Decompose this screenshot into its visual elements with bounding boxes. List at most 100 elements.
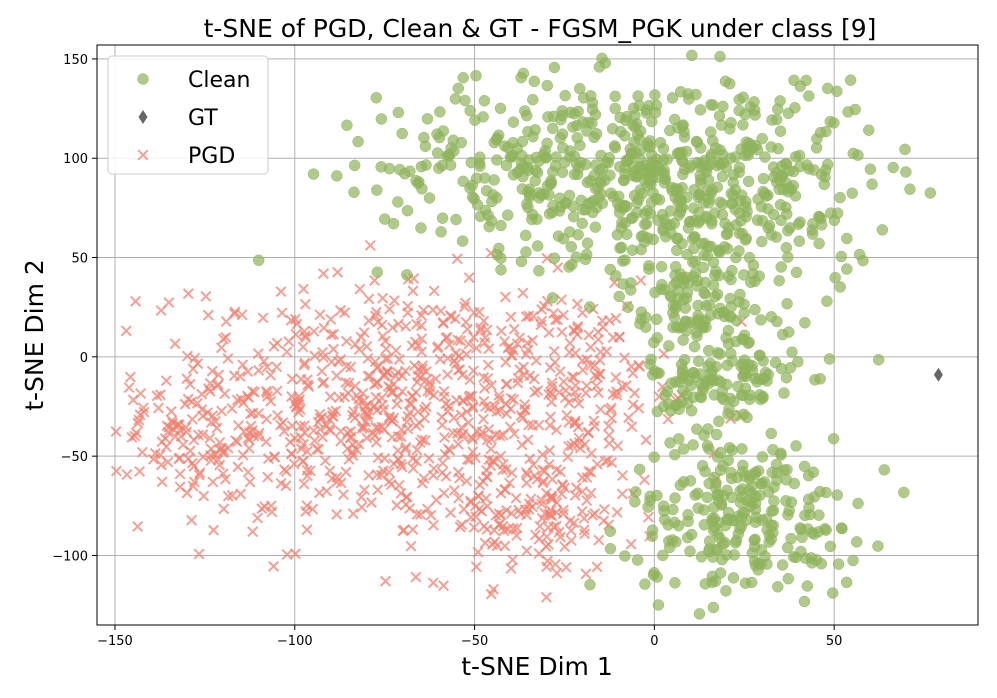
clean-point bbox=[813, 237, 825, 250]
clean-point bbox=[685, 528, 698, 541]
legend-box bbox=[107, 55, 269, 175]
clean-point bbox=[637, 229, 649, 242]
clean-point bbox=[876, 224, 889, 236]
clean-point bbox=[580, 248, 593, 261]
pgd-point bbox=[517, 287, 529, 299]
pgd-point bbox=[294, 394, 306, 406]
pgd-point bbox=[152, 402, 164, 414]
clean-point bbox=[727, 176, 739, 189]
pgd-point bbox=[354, 283, 366, 295]
pgd-point bbox=[453, 492, 465, 504]
clean-point bbox=[678, 125, 690, 138]
pgd-point bbox=[536, 494, 548, 506]
pgd-point bbox=[629, 387, 641, 399]
clean-point bbox=[552, 230, 565, 242]
clean-point bbox=[739, 108, 751, 121]
clean-point bbox=[900, 166, 912, 178]
clean-point bbox=[655, 260, 668, 273]
pgd-point bbox=[616, 488, 628, 500]
clean-point bbox=[652, 214, 664, 226]
pgd-point bbox=[297, 341, 309, 353]
pgd-point bbox=[235, 488, 247, 500]
pgd-point bbox=[427, 519, 439, 531]
pgd-point bbox=[371, 404, 383, 416]
pgd-point bbox=[491, 406, 503, 418]
pgd-point bbox=[359, 422, 371, 434]
clean-point bbox=[538, 148, 550, 161]
clean-point bbox=[813, 210, 825, 223]
pgd-point bbox=[285, 448, 297, 460]
clean-point bbox=[657, 549, 669, 562]
pgd-point bbox=[286, 420, 298, 432]
clean-point bbox=[844, 74, 857, 86]
pgd-point bbox=[616, 381, 628, 393]
pgd-point bbox=[410, 571, 422, 583]
clean-point bbox=[695, 177, 707, 189]
pgd-point bbox=[298, 420, 310, 432]
pgd-point bbox=[355, 491, 367, 503]
pgd-point bbox=[186, 413, 198, 425]
clean-point bbox=[778, 387, 790, 399]
pgd-point bbox=[543, 458, 555, 470]
pgd-point bbox=[231, 394, 243, 406]
clean-point bbox=[743, 484, 756, 497]
pgd-point bbox=[514, 332, 526, 344]
pgd-point bbox=[182, 288, 194, 300]
clean-point bbox=[705, 151, 717, 164]
pgd-point bbox=[269, 451, 281, 463]
clean-point bbox=[898, 486, 910, 499]
clean-point bbox=[715, 376, 727, 388]
clean-point bbox=[449, 93, 462, 105]
pgd-point bbox=[331, 476, 343, 488]
pgd-point bbox=[540, 591, 552, 603]
clean-point bbox=[716, 170, 729, 183]
pgd-point bbox=[370, 436, 382, 448]
clean-point bbox=[541, 180, 554, 192]
pgd-point bbox=[401, 491, 413, 503]
clean-point bbox=[487, 189, 499, 201]
clean-point bbox=[696, 459, 709, 472]
clean-point bbox=[724, 292, 736, 305]
pgd-point bbox=[591, 561, 603, 573]
clean-point bbox=[643, 260, 655, 272]
clean-point bbox=[436, 212, 449, 224]
clean-point bbox=[762, 486, 775, 498]
clean-point bbox=[644, 140, 656, 153]
clean-point bbox=[556, 166, 569, 179]
clean-point bbox=[401, 269, 413, 281]
pgd-point bbox=[395, 487, 407, 499]
pgd-point bbox=[211, 380, 224, 392]
pgd-point bbox=[495, 450, 507, 462]
clean-point bbox=[774, 125, 787, 137]
pgd-point bbox=[458, 503, 470, 515]
clean-point bbox=[613, 290, 625, 303]
pgd-point bbox=[214, 444, 226, 456]
pgd-point bbox=[577, 364, 589, 376]
clean-point bbox=[657, 142, 670, 155]
pgd-point bbox=[324, 391, 336, 403]
pgd-point bbox=[395, 458, 407, 470]
clean-point bbox=[541, 79, 553, 92]
pgd-point bbox=[377, 292, 389, 304]
pgd-point bbox=[411, 508, 423, 520]
pgd-point bbox=[247, 526, 259, 538]
pgd-point bbox=[536, 498, 548, 510]
clean-point bbox=[834, 191, 846, 204]
pgd-point bbox=[418, 404, 430, 416]
pgd-point bbox=[343, 377, 355, 389]
pgd-point bbox=[265, 500, 277, 512]
clean-point bbox=[657, 224, 669, 237]
pgd-point bbox=[184, 378, 196, 390]
clean-point bbox=[713, 415, 725, 428]
pgd-point bbox=[581, 495, 593, 507]
pgd-point bbox=[528, 373, 540, 385]
clean-point bbox=[635, 306, 648, 318]
pgd-point bbox=[298, 283, 310, 295]
pgd-point bbox=[151, 390, 163, 402]
pgd-point bbox=[470, 561, 482, 573]
clean-point bbox=[648, 451, 660, 463]
clean-point bbox=[703, 543, 716, 555]
y-tick-label: 150 bbox=[63, 53, 88, 68]
pgd-point bbox=[387, 322, 399, 334]
pgd-point bbox=[252, 512, 264, 524]
